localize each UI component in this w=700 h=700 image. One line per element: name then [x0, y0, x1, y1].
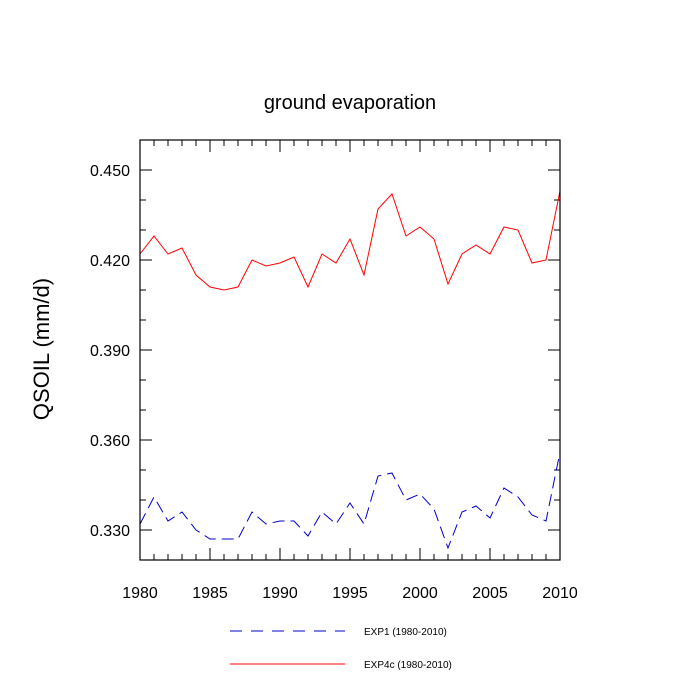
- y-tick-label: 0.450: [90, 163, 130, 180]
- legend-label-2: EXP4c (1980-2010): [364, 660, 452, 671]
- y-tick-label: 0.330: [90, 523, 130, 540]
- x-tick-label: 2005: [472, 585, 508, 602]
- x-tick-label: 1990: [262, 585, 298, 602]
- y-tick-label: 0.390: [90, 343, 130, 360]
- x-tick-label: 1985: [192, 585, 228, 602]
- y-tick-label: 0.420: [90, 253, 130, 270]
- chart-title: ground evaporation: [264, 92, 436, 114]
- y-tick-label: 0.360: [90, 433, 130, 450]
- series-line-2: [139, 190, 561, 291]
- y-axis-label: QSOIL (mm/d): [29, 278, 54, 420]
- legend: EXP1 (1980-2010) EXP4c (1980-2010): [230, 627, 452, 671]
- x-tick-label: 2000: [402, 585, 438, 602]
- series-lines: [139, 190, 561, 550]
- legend-label-1: EXP1 (1980-2010): [364, 627, 447, 638]
- x-tick-label: 1995: [332, 585, 368, 602]
- x-tick-label: 2010: [542, 585, 578, 602]
- x-tick-label: 1980: [122, 585, 158, 602]
- plot-frame: [139, 139, 561, 561]
- axis-ticks: 1980 1985 1990 1995 2000 2005 2010 0.330 0.360 0.…: [90, 140, 578, 602]
- series-line-1: [139, 451, 561, 550]
